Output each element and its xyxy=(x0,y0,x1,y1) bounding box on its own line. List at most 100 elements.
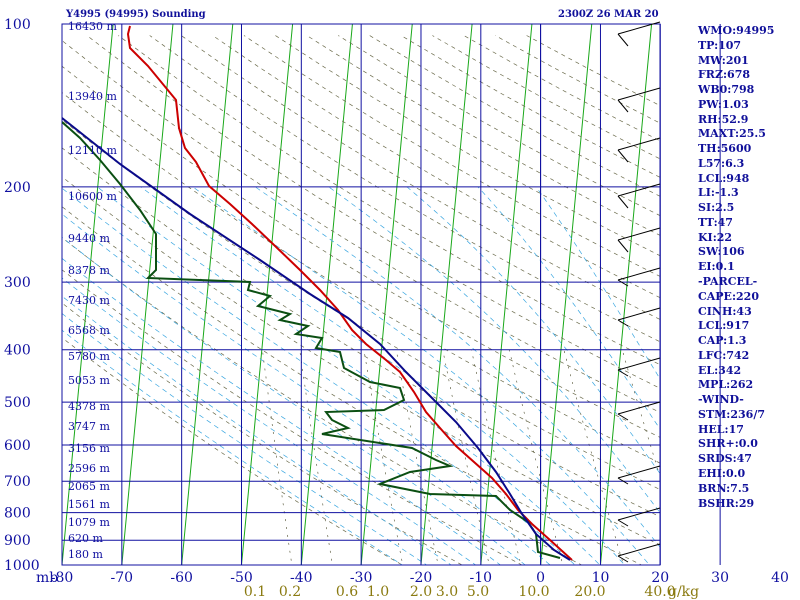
mixing-ratio-label: 5.0 xyxy=(467,584,489,600)
mixing-ratio-line xyxy=(395,349,439,565)
mixing-ratio-label: 2.0 xyxy=(410,584,432,600)
moist-adiabat xyxy=(62,213,551,565)
isotherm-line xyxy=(181,24,234,565)
pressure-tick-label: 100 xyxy=(4,17,31,33)
height-label: 13940 m xyxy=(68,90,117,103)
wind-barb-flag xyxy=(617,239,629,253)
index-item: LI:-1.3 xyxy=(698,186,739,200)
temperature-tick-label: -20 xyxy=(410,570,433,586)
index-item: LFC:742 xyxy=(698,348,750,362)
wind-barb-staff xyxy=(617,307,661,321)
index-item: SI:2.5 xyxy=(698,201,735,215)
wind-barb-staff xyxy=(617,357,661,371)
moist-adiabat xyxy=(192,186,650,565)
isotherm-line xyxy=(420,24,473,565)
height-label: 9440 m xyxy=(68,232,110,245)
moist-adiabat xyxy=(62,236,526,565)
temperature-profile xyxy=(126,25,573,561)
dry-adiabat xyxy=(62,176,660,546)
dry-adiabat xyxy=(62,206,643,565)
temperature-tick-label: 0 xyxy=(536,570,545,586)
height-label: 620 m xyxy=(68,532,103,545)
mixing-unit-label: g/kg xyxy=(668,584,699,600)
mixing-ratio-line xyxy=(442,349,490,565)
temperature-tick-label: 30 xyxy=(711,570,729,586)
plot-frame xyxy=(61,23,721,566)
height-label: 4378 m xyxy=(68,400,110,413)
pressure-tick-label: 800 xyxy=(4,506,31,522)
wind-barb-flag xyxy=(617,477,629,485)
index-item: BRN:7.5 xyxy=(698,481,750,495)
dry-adiabat xyxy=(62,65,660,438)
temperature-tick-label: 40 xyxy=(771,570,789,586)
index-item: TT:47 xyxy=(698,215,733,229)
pressure-tick-label: 600 xyxy=(4,438,31,454)
index-item: SW:106 xyxy=(698,245,745,259)
dry-adiabat xyxy=(149,35,660,343)
index-item: CAPE:220 xyxy=(698,289,759,303)
mixing-ratio-label: 0.1 xyxy=(244,584,266,600)
dry-adiabat xyxy=(275,35,660,257)
moist-adiabat xyxy=(328,186,660,514)
height-label: 8378 m xyxy=(68,264,110,277)
index-item: CINH:43 xyxy=(698,304,752,318)
index-item: SHR+:0.0 xyxy=(698,437,758,451)
pressure-tick-label: 1000 xyxy=(4,558,40,574)
dry-adiabat xyxy=(62,119,660,490)
index-item: RH:52.9 xyxy=(698,112,749,126)
wind-barb-flag xyxy=(617,33,629,47)
index-item: CAP:1.3 xyxy=(698,334,747,348)
index-item: MAXT:25.5 xyxy=(698,127,766,141)
dry-adiabat xyxy=(62,237,583,565)
temperature-tick-label: 10 xyxy=(592,570,610,586)
height-label: 1561 m xyxy=(68,498,110,511)
chart-title: Y4995 (94995) Sounding xyxy=(66,9,206,20)
wind-barb-staff xyxy=(617,507,661,521)
pressure-tick-label: 500 xyxy=(4,395,31,411)
wind-barb-staff xyxy=(617,87,661,101)
dry-adiabat xyxy=(62,147,660,518)
moist-adiabat xyxy=(535,186,660,380)
index-item: KI:22 xyxy=(698,230,733,244)
wind-barb-staff xyxy=(617,183,661,197)
moist-adiabat xyxy=(140,186,626,565)
moist-adiabat xyxy=(255,186,660,548)
index-item: SRDS:47 xyxy=(698,452,752,466)
isotherm-line xyxy=(1,12,54,577)
isotherm-line xyxy=(300,24,353,565)
index-item: WB0:798 xyxy=(698,83,755,97)
index-item: LCL:948 xyxy=(698,171,750,185)
mixing-ratio-line xyxy=(621,349,660,478)
index-item: EL:342 xyxy=(698,363,742,377)
index-item: PW:1.03 xyxy=(698,97,749,111)
moist-adiabat xyxy=(97,186,601,565)
dry-adiabat xyxy=(118,35,660,366)
isotherm-line xyxy=(360,24,413,565)
wind-barb-staff xyxy=(617,21,661,35)
index-item: FRZ:678 xyxy=(698,68,751,82)
parcel-trace xyxy=(62,117,571,561)
temperature-tick-label: -70 xyxy=(111,570,134,586)
isotherm-line xyxy=(540,24,593,565)
dry-adiabat xyxy=(62,337,403,565)
mixing-ratio-label: 40.0 xyxy=(644,584,675,600)
height-label: 5780 m xyxy=(68,350,110,363)
height-label: 3156 m xyxy=(68,442,110,455)
pressure-tick-label: 400 xyxy=(4,343,31,359)
mixing-ratio-line xyxy=(299,349,333,565)
height-label: 2596 m xyxy=(68,462,110,475)
index-item: TH:5600 xyxy=(698,142,752,156)
isotherm-line xyxy=(62,24,114,565)
index-item: L57:6.3 xyxy=(698,156,745,170)
temperature-tick-label: 20 xyxy=(651,570,669,586)
index-item: BSHR:29 xyxy=(698,496,755,510)
wind-barb-flag xyxy=(617,413,629,421)
indices-panel: WMO:94995 TP:107 MW:201 FRZ:678 WB0:798 PW:1.… xyxy=(698,24,774,511)
height-label: 7430 m xyxy=(68,294,110,307)
pressure-tick-label: 200 xyxy=(4,180,31,196)
isotherm-lines xyxy=(1,12,660,577)
dry-adiabat-lines xyxy=(62,35,660,565)
temperature-tick-label: -30 xyxy=(350,570,373,586)
moist-adiabat xyxy=(62,257,501,565)
